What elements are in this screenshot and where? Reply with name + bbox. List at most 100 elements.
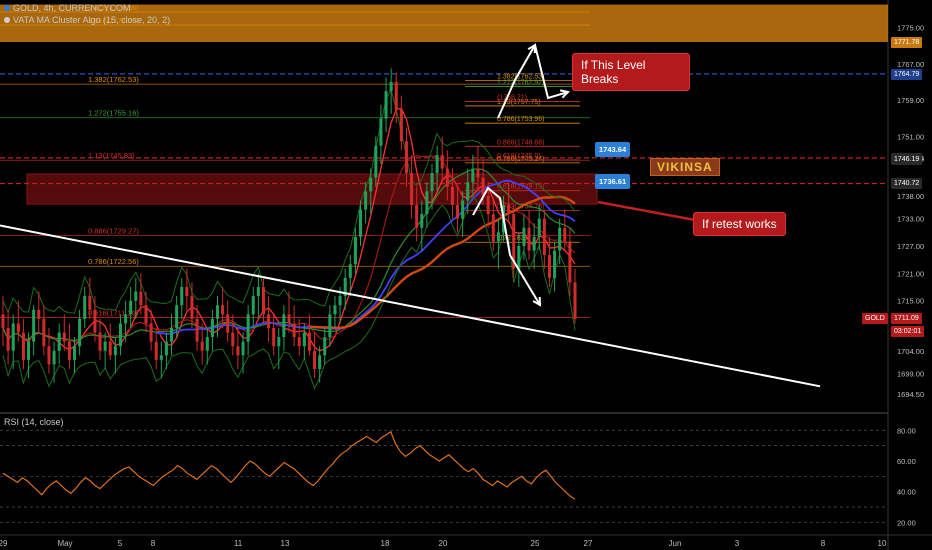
candle xyxy=(159,341,163,379)
candle-body xyxy=(113,346,117,356)
trendline-layer xyxy=(0,224,821,388)
candle xyxy=(205,328,209,365)
candle xyxy=(353,227,357,274)
candle xyxy=(88,277,92,319)
time-label: 10 xyxy=(878,539,887,548)
candle-body xyxy=(236,346,240,356)
indicator-line[interactable]: VATA MA Cluster Algo (15, close, 20, 2) xyxy=(4,15,170,25)
candle-body xyxy=(1,314,5,328)
candle-body xyxy=(430,173,434,192)
callout-lower-price: 1736.61 xyxy=(595,174,631,189)
candle xyxy=(547,236,551,287)
vikinsa-watermark-text: VIKINSA xyxy=(657,160,713,174)
candle-body xyxy=(241,341,245,356)
candle-body xyxy=(307,332,311,351)
rsi-legend[interactable]: RSI (14, close) xyxy=(4,417,64,427)
candle xyxy=(553,241,557,292)
symbol-line[interactable]: GOLD, 4h, CURRENCYCOM xyxy=(4,3,131,13)
candle xyxy=(522,214,526,260)
candle-body xyxy=(348,264,352,278)
indicator-dot-icon xyxy=(4,17,10,23)
time-label: Jun xyxy=(669,539,682,548)
rsi-line xyxy=(2,430,576,500)
candle-body xyxy=(6,328,10,351)
candle-body xyxy=(42,318,46,347)
fib-left-label-3: 1.272(1755.16) xyxy=(88,109,139,118)
candle xyxy=(78,309,82,356)
candle xyxy=(573,268,577,324)
candle xyxy=(292,305,296,347)
fib-left-label-5: 0.886(1729.27) xyxy=(88,227,139,236)
candle-body xyxy=(37,309,41,319)
candle-body xyxy=(420,214,424,228)
candle-body xyxy=(267,314,271,328)
symbol-price-tag: GOLD xyxy=(862,313,888,325)
candle-body xyxy=(486,195,490,215)
candle xyxy=(491,200,495,251)
candle xyxy=(144,291,148,333)
candle-body xyxy=(507,205,511,215)
candle xyxy=(435,145,439,192)
candle-body xyxy=(379,118,383,146)
candle-body xyxy=(180,287,184,306)
rsi-tick-label: 60.00 xyxy=(897,457,916,466)
candle xyxy=(384,77,388,133)
fib-mid-label-2: 1.13(1757.75) xyxy=(497,99,541,106)
candle xyxy=(200,323,204,365)
candle xyxy=(21,318,25,369)
candle-body xyxy=(57,332,61,351)
candle xyxy=(67,323,71,369)
fib-mid-label-6: 0.786(1745.24) xyxy=(497,156,544,163)
price-tag: 1771.78 xyxy=(891,37,923,48)
price-tick-label: 1727.00 xyxy=(897,242,924,251)
candle xyxy=(461,191,465,237)
candle xyxy=(154,328,158,369)
candle xyxy=(37,291,41,333)
candle-body xyxy=(246,314,250,342)
candle xyxy=(558,218,562,265)
candle xyxy=(236,328,240,369)
candle-body xyxy=(52,350,56,365)
candle-body xyxy=(456,205,460,219)
candle xyxy=(134,277,138,319)
candle-body xyxy=(435,154,439,174)
candle-body xyxy=(159,355,163,360)
time-label: 29 xyxy=(0,539,8,548)
candle-body xyxy=(251,296,255,315)
candle xyxy=(124,300,128,342)
price-tick-label: 1699.00 xyxy=(897,370,924,379)
candle xyxy=(532,223,536,269)
candle-body xyxy=(118,323,122,347)
callout-upper-price: 1743.64 xyxy=(595,142,631,157)
time-label: 20 xyxy=(439,539,448,548)
rsi-tick-label: 20.00 xyxy=(897,518,916,527)
candle xyxy=(27,332,31,379)
price-tick-label: 1704.00 xyxy=(897,347,924,356)
candle-body xyxy=(32,309,36,342)
price-tag: 1764.79 xyxy=(891,68,923,80)
candle xyxy=(318,346,322,383)
time-label: 27 xyxy=(584,539,593,548)
candle-body xyxy=(205,337,209,351)
candle-body xyxy=(461,200,465,219)
candle xyxy=(440,136,444,183)
candle xyxy=(425,182,429,228)
candle xyxy=(83,287,87,328)
candle-body xyxy=(256,287,260,297)
band-lower xyxy=(2,194,576,390)
candle xyxy=(32,305,36,356)
projection-arrow-2 xyxy=(534,44,569,100)
fib-mid-label-4: 0.786(1753.96) xyxy=(497,116,544,123)
candle xyxy=(113,337,117,374)
candle xyxy=(328,305,332,347)
candle xyxy=(364,182,368,224)
candle-body xyxy=(573,282,577,319)
candle-body xyxy=(558,227,562,251)
candle-body xyxy=(415,205,419,228)
candle-body xyxy=(374,145,378,178)
time-label: 5 xyxy=(118,539,123,548)
candle-body xyxy=(190,296,194,319)
candle-body xyxy=(144,305,148,324)
